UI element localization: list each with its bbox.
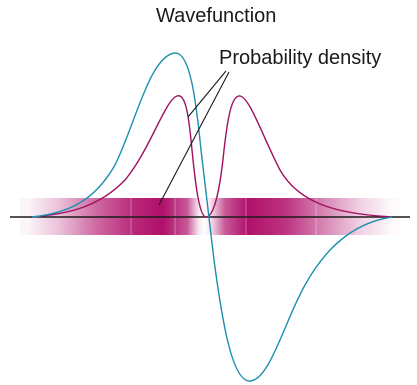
wavefunction-curve: [31, 52, 393, 382]
leader-line-to-left-peak: [187, 70, 227, 118]
leader-line-to-right-peak: [158, 71, 230, 206]
probability-density-label: Probability density: [219, 47, 382, 69]
probability-density-curve: [31, 95, 393, 218]
wavefunction-label: Wavefunction: [156, 5, 277, 27]
